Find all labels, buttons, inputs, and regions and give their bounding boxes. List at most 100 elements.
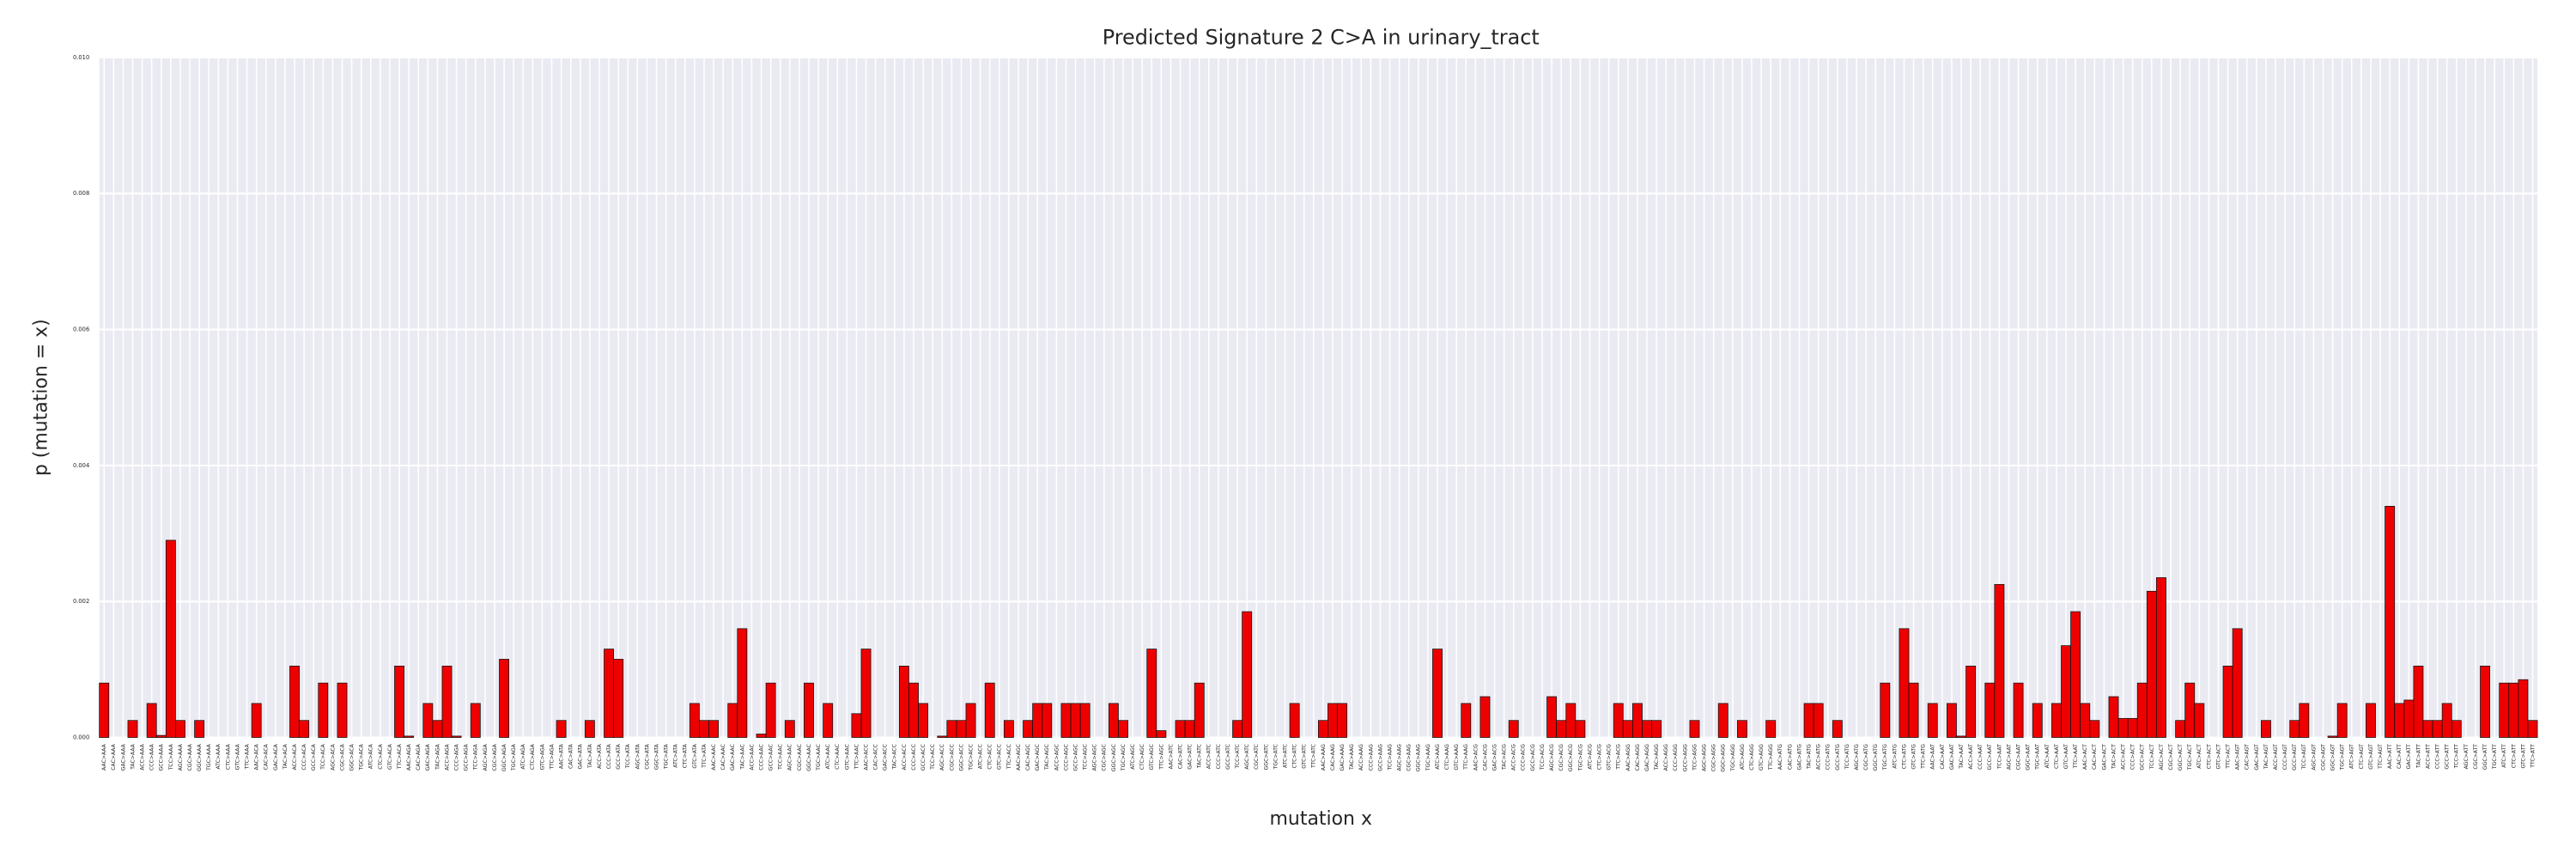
x-tick-label: ATC>ATT (2501, 744, 2507, 768)
bar (908, 682, 919, 738)
x-tick-label: TCC>ACA (320, 743, 326, 770)
x-tick-label: GTC>AAT (2063, 744, 2069, 769)
bar (499, 659, 509, 738)
bar (289, 666, 300, 738)
x-tick-label: AAC>ACA (254, 743, 260, 770)
bar (299, 720, 310, 738)
x-tick-label: TGC>ACT (2187, 744, 2193, 771)
x-tick-label: CGC>ATG (1863, 744, 1869, 771)
x-tick-label: TCC>AAA (168, 743, 174, 771)
bar (2480, 666, 2490, 738)
bar (1613, 703, 1624, 738)
x-tick-label: CTC>ATT (2511, 744, 2517, 768)
y-tick-label: 0.010 (73, 54, 89, 61)
x-tick-label: GCC>ATT (2445, 744, 2451, 770)
plot-background (99, 57, 2538, 738)
x-tick-label: CCC>AGG (1673, 744, 1679, 771)
x-tick-label: TTC>ATC (1311, 744, 1317, 769)
x-tick-label: GCC>AAA (159, 743, 165, 771)
x-tick-label: CTC>AAA (225, 743, 231, 770)
bar (898, 666, 909, 738)
bar (1651, 720, 1662, 738)
x-tick-label: GAC>ACC (883, 744, 889, 771)
x-tick-label: TCC>ACG (1540, 744, 1546, 771)
x-tick-label: GTC>AGG (1759, 744, 1765, 771)
x-tick-label: GTC>ACA (387, 743, 393, 770)
x-tick-label: TCC>AGT (2301, 744, 2307, 771)
bar (155, 734, 167, 738)
x-tick-label: GGC>AGG (1721, 744, 1727, 772)
x-tick-label: TAC>AAA (130, 743, 136, 770)
bar (946, 720, 957, 738)
bar (1908, 682, 1919, 738)
x-tick-label: TTC>AAT (2073, 744, 2079, 769)
x-tick-label: CAC>AAA (111, 743, 117, 770)
x-tick-label: CGC>ATC (1254, 744, 1260, 770)
bar (1042, 703, 1053, 738)
bar (2385, 505, 2396, 738)
bar (937, 735, 948, 738)
x-tick-label: AGC>AAG (1397, 744, 1403, 771)
bar (2222, 666, 2233, 738)
x-tick-label: TTC>AGC (1158, 744, 1164, 770)
bar (1079, 703, 1091, 738)
y-tick-label: 0.008 (73, 190, 89, 197)
bar (2013, 682, 2024, 738)
x-tick-label: GTC>ATT (2520, 744, 2526, 769)
bar (175, 720, 185, 738)
x-tick-label: TTC>AAG (1463, 744, 1469, 771)
x-tick-label: GTC>ACC (997, 744, 1003, 770)
x-tick-label: CTC>ACG (1596, 744, 1602, 770)
x-tick-label: GAC>ATC (1188, 744, 1194, 770)
bar (1575, 720, 1586, 738)
bar (1642, 720, 1652, 738)
bar (2289, 720, 2300, 738)
x-tick-label: CAC>AGG (1635, 744, 1641, 771)
x-tick-label: TTC>AGG (1768, 744, 1774, 771)
x-tick-label: CTC>AAC (835, 744, 841, 770)
x-tick-label: ACC>AAA (140, 743, 146, 770)
x-tick-label: TCC>ACC (930, 744, 936, 771)
x-tick-label: CCC>AGC (1063, 744, 1069, 771)
bar (1984, 682, 1996, 738)
x-tick-label: GAC>AAA (120, 743, 126, 771)
x-tick-label: GCC>AAT (1987, 744, 1993, 770)
bar (556, 720, 567, 738)
x-tick-label: TTC>AGA (549, 743, 555, 770)
x-tick-label: CAC>AGT (2245, 744, 2251, 770)
x-tick-label: TGC>ACC (968, 744, 974, 771)
x-tick-label: GCC>ATG (1835, 744, 1841, 771)
bar (1737, 720, 1747, 738)
x-tick-label: CAC>ACG (1482, 744, 1488, 771)
bar (2184, 682, 2196, 738)
bar (918, 703, 929, 738)
chart-title: Predicted Signature 2 C>A in urinary_tra… (1103, 26, 1540, 50)
x-tick-label: CTC>AGC (1139, 744, 1145, 770)
x-tick-label: CTC>ATC (1292, 744, 1298, 768)
bar (1880, 682, 1891, 738)
x-tick-label: TCC>AAC (778, 744, 784, 771)
bar (470, 703, 481, 738)
x-tick-label: GCC>AGT (2292, 744, 2298, 771)
x-tick-label: TAC>ATG (1806, 744, 1812, 770)
bar (146, 703, 157, 738)
x-tick-label: ACC>AAT (1968, 744, 1974, 770)
x-tick-label: AAC>AAC (711, 744, 717, 771)
x-tick-label: AGC>AGG (1701, 744, 1707, 771)
bar (2366, 703, 2376, 738)
bar (1947, 703, 1957, 738)
x-tick-label: CGC>AGG (1711, 744, 1717, 771)
x-tick-label: GGC>ATG (1873, 744, 1879, 771)
x-tick-label: GAC>ACG (1492, 744, 1498, 771)
bar (1803, 703, 1814, 738)
x-tick-label: GGC>AGC (1111, 744, 1117, 771)
y-tick-label: 0.000 (73, 734, 89, 740)
x-tick-label: AAC>AGA (406, 743, 412, 771)
x-tick-label: CGC>ACG (1558, 744, 1564, 771)
x-tick-label: CCC>ACT (2130, 744, 2136, 770)
bar (1899, 628, 1910, 738)
bar (251, 703, 262, 738)
x-tick-label: GGC>AAA (197, 743, 203, 771)
x-tick-label: CCC>ATA (606, 743, 612, 769)
